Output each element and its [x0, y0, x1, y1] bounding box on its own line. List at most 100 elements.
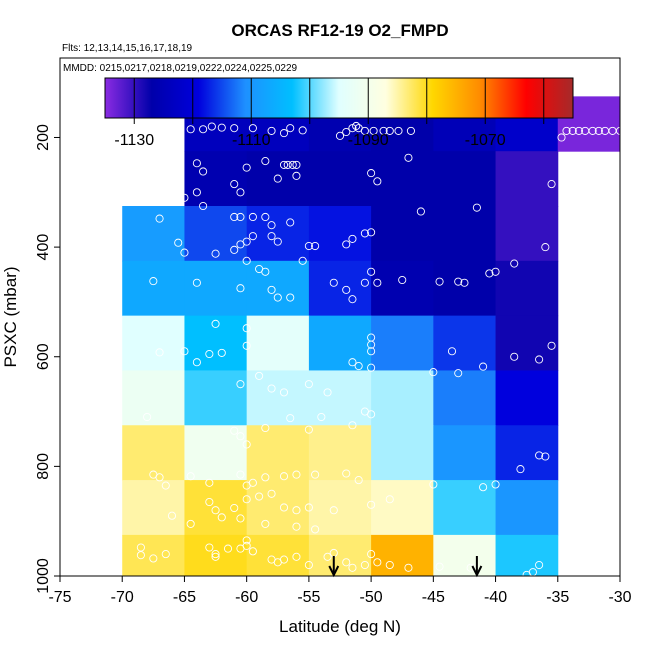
heatmap-cell	[122, 370, 185, 426]
heatmap-cell	[184, 534, 248, 576]
obs-point	[335, 131, 345, 140]
obs-point	[588, 126, 597, 135]
heatmap-cell	[433, 425, 497, 481]
heatmap-cell	[184, 315, 248, 371]
obs-point	[217, 123, 226, 132]
y-tick-label: 800	[35, 453, 52, 480]
x-tick-label: -40	[484, 589, 507, 606]
obs-point	[404, 153, 413, 162]
obs-point	[348, 358, 357, 367]
x-axis-label: Latitude (deg N)	[279, 617, 401, 636]
heatmap-cell	[433, 370, 497, 426]
obs-point	[342, 469, 351, 478]
arrow-head	[328, 565, 340, 578]
obs-point	[230, 503, 239, 513]
obs-point	[342, 558, 351, 567]
y-axis-label: PSXC (mbar)	[1, 266, 20, 367]
obs-point	[435, 277, 444, 286]
x-tick-label: -30	[608, 589, 631, 606]
obs-point	[261, 519, 270, 528]
obs-point	[143, 412, 152, 422]
obs-point	[304, 503, 313, 512]
dates-subtitle: MMDD: 0215,0217,0218,0219,0222,0224,0225…	[63, 63, 298, 74]
obs-point	[223, 544, 233, 553]
obs-point	[535, 560, 544, 570]
obs-point	[211, 319, 220, 328]
obs-point	[279, 388, 289, 397]
obs-point	[167, 511, 177, 520]
obs-point	[261, 157, 270, 166]
heatmap-cell	[371, 151, 434, 207]
obs-point	[485, 269, 494, 278]
obs-point	[180, 248, 189, 257]
obs-point	[323, 552, 332, 561]
obs-point	[385, 126, 394, 135]
obs-point	[385, 560, 394, 570]
arrow-head	[471, 565, 483, 578]
obs-point	[248, 478, 257, 487]
obs-point	[292, 470, 301, 479]
obs-point	[255, 371, 264, 380]
obs-point	[248, 124, 257, 133]
obs-point	[342, 127, 351, 137]
y-axis: 200 400 600 800 1000	[35, 124, 60, 594]
obs-point	[304, 560, 313, 570]
obs-point	[323, 388, 332, 397]
heatmap-cell	[246, 315, 310, 371]
obs-point	[286, 414, 295, 423]
obs-point	[207, 122, 216, 131]
chart-title: ORCAS RF12-19 O2_FMPD	[231, 21, 448, 40]
colorbar-tick-label: -1130	[114, 132, 154, 149]
x-tick-label: -50	[360, 589, 383, 606]
y-tick-label: 600	[35, 343, 52, 370]
plot-frame	[59, 57, 621, 577]
heatmap-cell	[184, 370, 248, 426]
obs-point	[248, 212, 257, 222]
obs-point	[329, 278, 338, 287]
x-tick-label: -55	[297, 589, 320, 606]
obs-point	[205, 478, 214, 487]
obs-point	[541, 452, 550, 461]
x-tick-label: -35	[546, 589, 569, 606]
obs-point	[217, 348, 226, 357]
obs-point	[273, 174, 282, 183]
heatmap-cell	[308, 315, 372, 371]
obs-point	[161, 481, 170, 490]
obs-point	[491, 267, 500, 276]
obs-point	[547, 341, 556, 350]
obs-point	[292, 160, 301, 169]
heatmap-cell	[371, 315, 434, 371]
obs-point	[236, 188, 245, 197]
colorbar-ticks: -1130 -1110 -1090 -1070	[114, 78, 545, 149]
obs-point	[304, 380, 313, 389]
heatmap-cell	[246, 151, 310, 207]
obs-point	[192, 278, 201, 287]
heatmap-cell	[122, 206, 185, 262]
heatmap-cell	[246, 206, 310, 262]
obs-point	[180, 193, 189, 202]
obs-point	[342, 285, 351, 294]
obs-point	[317, 412, 326, 422]
x-tick-label: -65	[173, 589, 196, 606]
flights-subtitle: Flts: 12,13,14,15,16,17,18,19	[62, 43, 193, 54]
x-tick-label: -45	[422, 589, 445, 606]
obs-point	[267, 126, 276, 135]
obs-point	[230, 426, 239, 435]
obs-point	[574, 126, 583, 135]
obs-point	[288, 160, 297, 169]
heatmap-cell	[308, 260, 372, 317]
obs-point	[155, 214, 164, 223]
obs-point	[594, 126, 603, 135]
obs-point	[406, 126, 415, 135]
heatmap-cell	[308, 151, 372, 207]
obs-point	[472, 203, 481, 212]
obs-point	[199, 201, 208, 211]
obs-point	[348, 234, 357, 243]
heatmap-cell	[433, 151, 497, 207]
obs-point	[279, 160, 289, 169]
obs-point	[242, 495, 251, 504]
obs-point	[255, 492, 264, 501]
heatmap-cell	[122, 425, 185, 481]
obs-point	[562, 126, 571, 135]
colorbar-tick-label: -1070	[465, 132, 506, 149]
